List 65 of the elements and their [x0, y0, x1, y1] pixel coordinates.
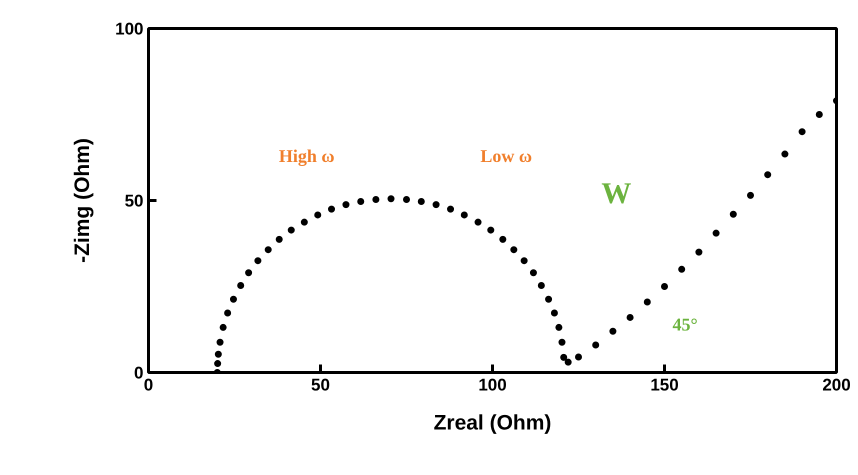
point — [447, 206, 454, 213]
point — [530, 269, 537, 276]
y-axis-title: -Zimg (Ohm) — [71, 138, 94, 263]
point — [695, 248, 702, 256]
point — [487, 226, 494, 234]
point — [558, 338, 566, 346]
point — [214, 350, 222, 358]
point — [224, 309, 232, 316]
point — [460, 211, 468, 218]
point — [237, 282, 244, 289]
point — [550, 309, 558, 316]
y-tick-label: 0 — [134, 364, 144, 382]
point — [288, 226, 295, 234]
x-tick-label: 150 — [650, 376, 679, 394]
point — [300, 218, 308, 226]
point — [575, 354, 582, 361]
point — [216, 338, 224, 346]
annotation: High ω — [278, 146, 335, 166]
point — [314, 211, 322, 218]
point — [220, 324, 227, 331]
y-tick-label: 100 — [115, 20, 144, 38]
point — [564, 358, 572, 366]
point — [730, 210, 737, 218]
point — [372, 196, 380, 203]
annotation: Low ω — [480, 146, 532, 166]
point — [230, 296, 237, 303]
y-tick-label: 50 — [124, 192, 144, 210]
point — [560, 354, 568, 361]
point — [254, 257, 262, 264]
point — [499, 236, 506, 243]
point — [510, 246, 518, 254]
point — [781, 150, 788, 158]
point — [538, 282, 545, 289]
point — [816, 111, 823, 118]
point — [555, 324, 562, 331]
point — [545, 296, 552, 303]
point — [432, 201, 440, 208]
point — [520, 257, 528, 264]
point — [418, 198, 425, 206]
x-tick-label: 100 — [478, 376, 507, 394]
point — [798, 128, 806, 136]
point — [264, 246, 272, 254]
x-tick-label: 50 — [311, 376, 330, 394]
point — [276, 236, 283, 243]
point — [764, 171, 772, 178]
annotation: 45° — [672, 314, 698, 334]
point — [626, 314, 634, 321]
point — [328, 206, 336, 213]
point — [214, 360, 222, 368]
point — [474, 218, 482, 226]
x-tick-label: 200 — [822, 376, 851, 394]
point — [388, 195, 395, 202]
point — [592, 341, 600, 348]
point — [609, 328, 616, 335]
x-axis-title: Zreal (Ohm) — [434, 412, 552, 434]
point — [403, 196, 410, 203]
point — [678, 266, 686, 273]
point — [357, 198, 364, 206]
point — [245, 269, 252, 276]
point — [712, 230, 720, 237]
point — [747, 192, 754, 199]
point — [342, 201, 350, 208]
point — [661, 283, 668, 290]
annotation: W — [601, 177, 632, 210]
point — [644, 298, 651, 306]
